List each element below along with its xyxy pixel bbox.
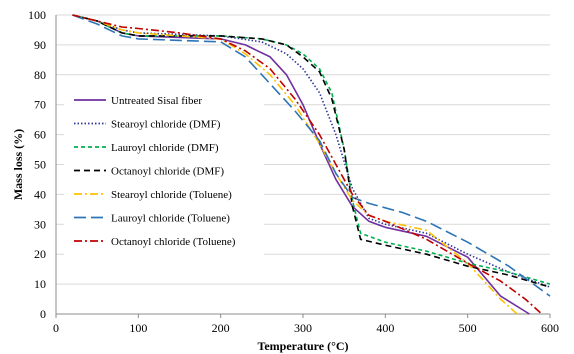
x-tick-label: 400 — [376, 321, 394, 335]
legend-label: Octanoyl chloride (DMF) — [111, 166, 224, 178]
y-tick-label: 0 — [40, 307, 46, 321]
x-tick-label: 0 — [53, 321, 59, 335]
legend-label: Stearoyl chloride (Toluene) — [111, 189, 232, 201]
x-tick-label: 100 — [129, 321, 147, 335]
x-tick-label: 600 — [541, 321, 559, 335]
series-line-5 — [72, 14, 518, 315]
y-tick-label: 60 — [34, 128, 46, 142]
legend-label: Octanoyl chloride (Toluene) — [111, 236, 236, 248]
series-line-4 — [72, 14, 551, 288]
series-line-6 — [72, 14, 551, 297]
legend: Untreated Sisal fiber Stearoyl chloride (… — [64, 87, 264, 256]
axes: 0 10 20 30 40 50 60 70 80 90 100 0 100 200 300 400 500 60… — [28, 8, 559, 335]
series-line-7 — [72, 14, 543, 315]
legend-label: Untreated Sisal fiber — [111, 95, 202, 107]
y-tick-label: 50 — [34, 158, 46, 172]
x-axis-title: Temperature (°C) — [257, 339, 348, 353]
y-tick-label: 10 — [34, 277, 46, 291]
x-tick-label: 200 — [212, 321, 230, 335]
legend-label: Lauroyl chloride (DMF) — [111, 142, 219, 154]
series-line-1 — [72, 14, 530, 315]
y-tick-label: 40 — [34, 187, 46, 201]
y-tick-label: 90 — [34, 38, 46, 52]
x-tick-label: 300 — [294, 321, 312, 335]
legend-label: Stearoyl chloride (DMF) — [111, 119, 221, 131]
y-tick-label: 20 — [34, 247, 46, 261]
series-line-3 — [72, 14, 551, 285]
legend-label: Lauroyl chloride (Toluene) — [111, 213, 230, 225]
y-axis-title: Mass loss (%) — [11, 129, 25, 200]
y-tick-label: 80 — [34, 68, 46, 82]
y-tick-label: 100 — [28, 8, 46, 22]
y-tick-label: 30 — [34, 217, 46, 231]
x-tick-label: 500 — [459, 321, 477, 335]
series-lines — [72, 14, 551, 315]
y-tick-label: 70 — [34, 98, 46, 112]
